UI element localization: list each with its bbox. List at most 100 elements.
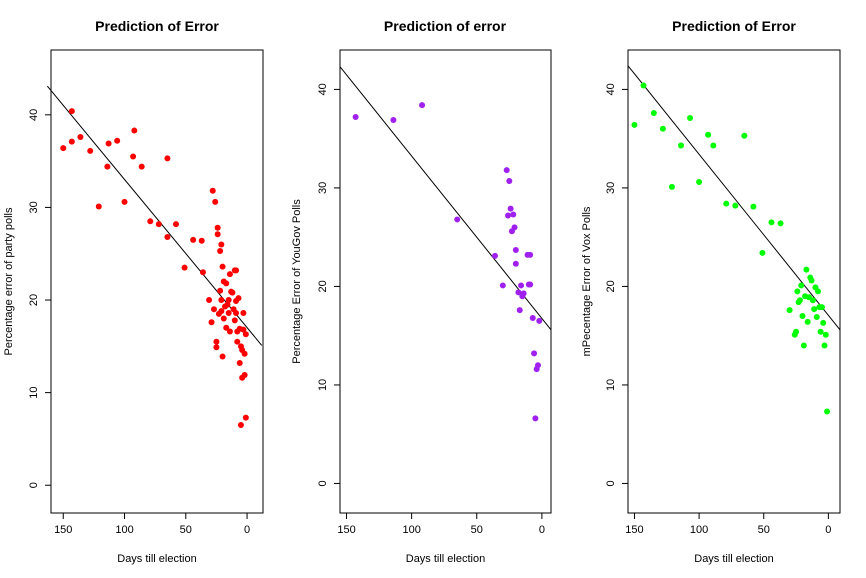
data-point — [696, 179, 703, 186]
y-axis-label: Percentage error of party polls — [3, 207, 15, 355]
data-point — [512, 260, 519, 267]
y-tick-label: 10 — [28, 386, 40, 398]
y-tick-label: 40 — [605, 83, 617, 95]
data-point — [60, 145, 67, 152]
data-point — [818, 304, 825, 311]
x-axis-label: Days till election — [117, 553, 196, 565]
vox-polls-panel: Prediction of Error Days till election m… — [581, 18, 841, 565]
data-point — [798, 282, 805, 289]
data-point — [531, 350, 538, 357]
data-point — [209, 187, 216, 194]
data-point — [223, 324, 230, 331]
data-point — [213, 338, 220, 345]
data-point — [811, 306, 818, 313]
data-point — [529, 314, 536, 321]
data-point — [512, 246, 519, 253]
data-point — [95, 203, 102, 210]
data-point — [678, 142, 684, 149]
x-tick-label: 50 — [471, 524, 483, 536]
data-point — [214, 231, 221, 238]
data-point — [68, 138, 75, 145]
data-point — [217, 247, 224, 254]
x-tick-label: 0 — [825, 524, 831, 536]
data-point — [799, 312, 806, 319]
data-point — [777, 220, 784, 227]
x-tick-label: 100 — [402, 524, 420, 536]
data-point — [527, 251, 534, 258]
data-point — [786, 307, 793, 314]
x-tick-label: 0 — [539, 524, 545, 536]
data-point — [710, 142, 717, 149]
data-point — [499, 282, 506, 289]
data-point — [650, 110, 657, 117]
data-point — [511, 224, 518, 231]
data-point — [220, 315, 227, 322]
x-tick-label: 100 — [115, 524, 133, 536]
data-point — [813, 313, 820, 320]
data-point — [820, 319, 827, 326]
data-point — [240, 309, 247, 316]
data-point — [121, 198, 128, 205]
data-point — [503, 167, 510, 174]
data-point — [705, 131, 712, 138]
data-point — [147, 218, 154, 225]
data-point — [507, 205, 514, 212]
y-tick-label: 20 — [605, 280, 617, 292]
data-point — [210, 306, 217, 313]
data-point — [242, 331, 249, 338]
data-point — [759, 249, 766, 256]
data-point — [491, 252, 498, 259]
data-point — [804, 318, 811, 325]
data-point — [505, 212, 512, 219]
data-point — [223, 280, 230, 287]
plot-frame — [339, 49, 552, 514]
data-point — [510, 211, 517, 218]
data-point — [208, 319, 215, 326]
y-tick-label: 30 — [317, 182, 329, 194]
data-point — [768, 219, 775, 226]
data-point — [668, 183, 675, 190]
x-axis-label: Days till election — [406, 553, 485, 565]
data-point — [235, 295, 242, 302]
data-point — [824, 408, 831, 415]
data-point — [532, 415, 539, 422]
plot-frame — [50, 49, 264, 514]
data-point — [794, 288, 801, 295]
party-polls-panel: Prediction of Error Days till election P… — [3, 18, 264, 565]
data-point — [164, 155, 171, 162]
data-point — [233, 309, 240, 316]
data-point — [213, 344, 220, 351]
x-tick-label: 0 — [244, 524, 250, 536]
data-point — [750, 203, 757, 210]
x-tick-label: 150 — [337, 524, 355, 536]
data-point — [536, 317, 543, 324]
data-point — [515, 289, 522, 296]
data-point — [190, 236, 197, 243]
y-tick-label: 30 — [605, 182, 617, 194]
x-tick-label: 100 — [690, 524, 708, 536]
chart-title: Prediction of Error — [672, 18, 796, 34]
data-point — [516, 307, 523, 314]
data-point — [687, 114, 694, 121]
chart-title: Prediction of error — [384, 18, 507, 34]
yougov-polls-panel: Prediction of error Days till election P… — [291, 18, 552, 565]
trend-line — [339, 66, 552, 331]
data-point — [138, 163, 145, 170]
data-point — [234, 338, 241, 345]
y-axis-label: Percentage Error of YouGov Polls — [291, 199, 303, 364]
data-point — [659, 125, 666, 132]
data-point — [218, 308, 225, 315]
data-point — [817, 328, 824, 335]
data-point — [506, 178, 513, 185]
data-point — [741, 132, 748, 139]
data-point — [212, 198, 219, 205]
data-point — [231, 317, 238, 324]
x-tick-label: 50 — [758, 524, 770, 536]
data-point — [723, 200, 730, 207]
y-tick-label: 0 — [317, 480, 329, 486]
data-point — [68, 108, 75, 115]
data-point — [225, 309, 232, 316]
y-tick-label: 0 — [28, 482, 40, 488]
data-point — [803, 266, 810, 273]
